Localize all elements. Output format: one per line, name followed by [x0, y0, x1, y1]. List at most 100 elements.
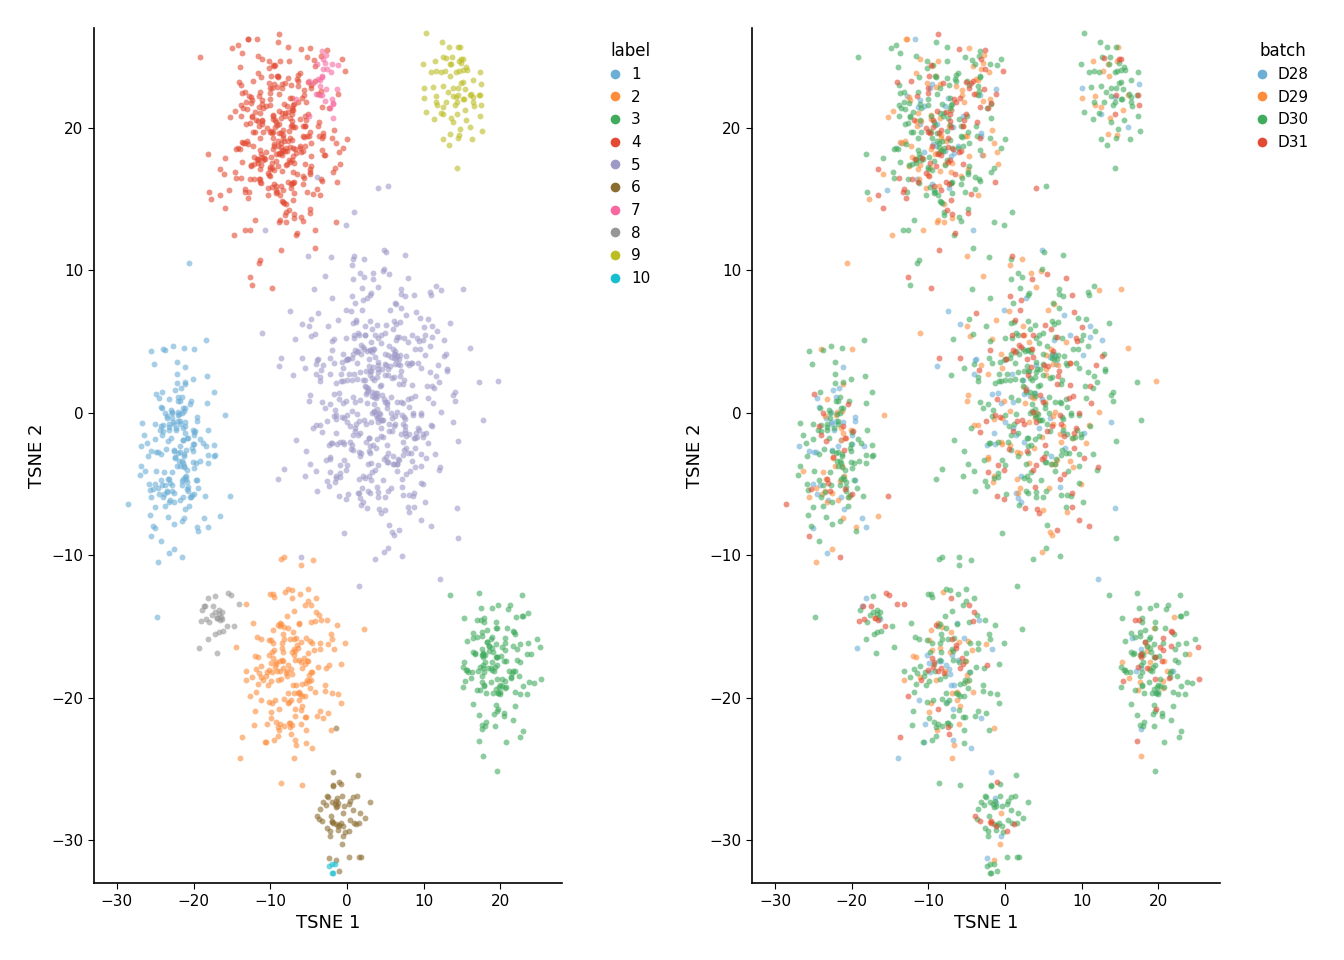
D28	[817, 492, 839, 508]
Point	[259, 91, 281, 107]
D29	[1137, 643, 1159, 659]
Point	[359, 358, 380, 373]
D30	[895, 136, 917, 152]
D30	[1101, 88, 1122, 104]
Point	[300, 204, 321, 220]
D31	[817, 471, 839, 487]
Point	[425, 95, 446, 110]
Point	[266, 117, 288, 132]
D28	[960, 740, 981, 756]
Point	[331, 373, 352, 389]
D31	[1047, 369, 1068, 384]
Point	[281, 101, 302, 116]
D28	[832, 360, 853, 375]
Point	[453, 91, 474, 107]
D30	[1144, 614, 1165, 630]
D29	[1012, 318, 1034, 333]
D30	[902, 156, 923, 171]
Point	[233, 101, 254, 116]
Point	[407, 420, 429, 436]
Point	[302, 642, 324, 658]
Point	[261, 150, 282, 165]
Point	[347, 325, 368, 341]
D31	[1052, 429, 1074, 444]
Point	[309, 704, 331, 719]
D30	[910, 124, 931, 139]
D30	[1163, 684, 1184, 700]
Point	[366, 407, 387, 422]
Point	[450, 55, 472, 70]
D30	[966, 608, 988, 623]
D30	[809, 400, 831, 416]
Point	[300, 40, 321, 56]
Point	[228, 141, 250, 156]
D29	[921, 642, 942, 658]
Point	[401, 453, 422, 468]
D30	[1055, 392, 1077, 407]
D29	[1152, 681, 1173, 696]
Point	[277, 105, 298, 120]
D30	[835, 462, 856, 477]
Point	[460, 86, 481, 102]
D31	[986, 775, 1008, 790]
D30	[980, 778, 1001, 793]
Point	[376, 455, 398, 470]
Point	[305, 590, 327, 606]
Point	[148, 480, 169, 495]
Point	[314, 684, 336, 699]
D30	[929, 135, 950, 151]
D30	[922, 589, 943, 605]
D31	[927, 26, 949, 41]
Point	[163, 541, 184, 557]
D31	[996, 824, 1017, 839]
Point	[168, 407, 190, 422]
Point	[251, 325, 273, 341]
D30	[884, 639, 906, 655]
Point	[327, 617, 348, 633]
Point	[300, 135, 321, 151]
Point	[448, 39, 469, 55]
Point	[410, 446, 431, 462]
Point	[374, 262, 395, 277]
Point	[454, 103, 476, 118]
D29	[991, 361, 1012, 376]
Point	[278, 303, 300, 319]
D29	[1011, 252, 1032, 267]
D29	[1056, 504, 1078, 519]
Point	[305, 613, 327, 629]
Point	[263, 162, 285, 178]
Point	[384, 416, 406, 431]
D30	[1141, 644, 1163, 660]
D29	[991, 347, 1012, 362]
Point	[343, 389, 364, 404]
D30	[839, 394, 860, 409]
Point	[485, 620, 507, 636]
Point	[148, 390, 169, 405]
Point	[262, 107, 284, 122]
Point	[488, 598, 509, 613]
D30	[929, 672, 950, 687]
Point	[276, 204, 297, 220]
Point	[270, 243, 292, 258]
Point	[271, 640, 293, 656]
Point	[155, 477, 176, 492]
Point	[292, 90, 313, 106]
D30	[1110, 680, 1132, 695]
Point	[250, 84, 271, 100]
D30	[899, 108, 921, 124]
D30	[950, 118, 972, 133]
Point	[351, 481, 372, 496]
D29	[1013, 327, 1035, 343]
Point	[378, 444, 399, 460]
D30	[909, 147, 930, 162]
Point	[517, 636, 539, 651]
Point	[163, 516, 184, 532]
D29	[949, 716, 970, 732]
Point	[454, 81, 476, 96]
D30	[926, 34, 948, 49]
D30	[1020, 465, 1042, 480]
D29	[892, 673, 914, 688]
Point	[271, 636, 293, 651]
Point	[356, 386, 378, 401]
D30	[848, 432, 870, 447]
